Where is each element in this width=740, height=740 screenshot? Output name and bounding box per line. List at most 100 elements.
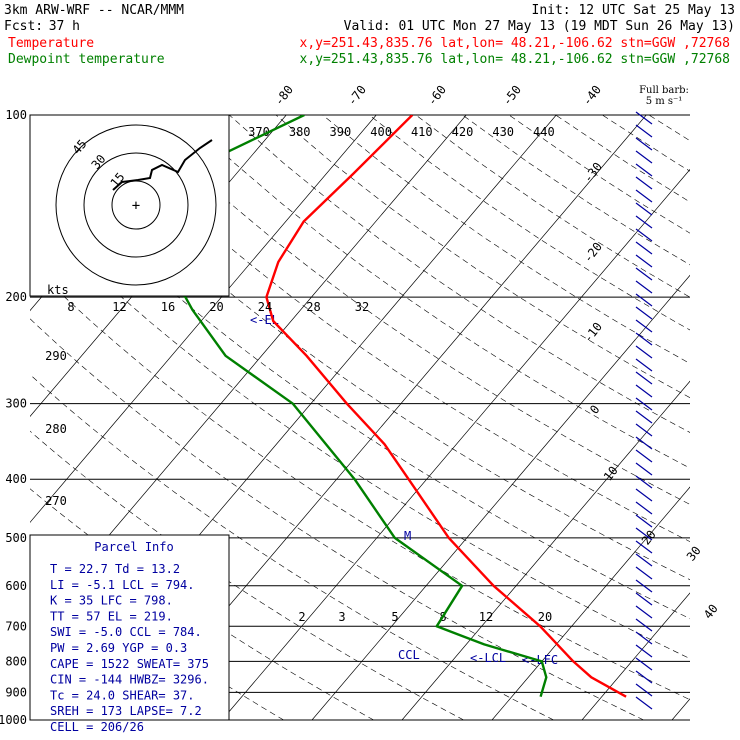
dry-adiabat-line: [602, 115, 690, 172]
wind-barb: [635, 475, 653, 489]
isotherm-line: [401, 380, 690, 720]
theta-label: 410: [411, 125, 433, 139]
hodograph-trace: [112, 139, 213, 191]
wind-barb: [635, 150, 653, 164]
isotherm-tick-label: -20: [581, 240, 605, 266]
wind-barb: [635, 241, 653, 255]
isotherm-tick-label: 30: [684, 544, 704, 564]
isotherm-tick-label: -60: [425, 83, 449, 109]
isotherm-line: [491, 486, 690, 720]
wind-barb: [635, 644, 653, 658]
parcel-info-row: CAPE = 1522 SWEAT= 375: [50, 657, 209, 671]
dry-adiabat-line: [229, 115, 690, 433]
full-barb-label: Full barb:: [639, 85, 689, 96]
wind-barb: [635, 280, 653, 294]
wind-barbs: [635, 111, 653, 710]
pressure-tick-label: 800: [5, 654, 27, 668]
theta-e-label: 290: [45, 349, 67, 363]
theta-e-label: 280: [45, 422, 67, 436]
wind-barb: [635, 137, 653, 151]
level-marker-m: M: [404, 529, 411, 543]
wind-barb: [635, 553, 653, 567]
hodograph-speed-label: 24: [258, 300, 272, 314]
wind-barb: [635, 228, 653, 242]
theta-label: 420: [452, 125, 474, 139]
isotherm-tick-label: 40: [701, 602, 721, 622]
wind-barb: [635, 657, 653, 671]
theta-label: 380: [289, 125, 311, 139]
hodograph-speed-label: 28: [306, 300, 320, 314]
hodograph-frame: [29, 114, 230, 297]
wind-barb: [635, 254, 653, 268]
wind-barb: [635, 397, 653, 411]
dry-adiabat-line: [30, 318, 644, 720]
pressure-axis-labels: 100 200 300 400 500 600 700 800 900 1000: [0, 108, 27, 727]
hodograph-ring: [83, 152, 189, 258]
dry-adiabat-line: [30, 374, 554, 720]
dry-adiabat-line: [135, 115, 690, 505]
theta-label: 430: [492, 125, 514, 139]
dry-adiabat-line: [322, 115, 690, 364]
pressure-tick-label: 400: [5, 472, 27, 486]
wind-barb: [635, 163, 653, 177]
parcel-info-row: TT = 57 EL = 219.: [50, 609, 173, 623]
valid-time: Valid: 01 UTC Mon 27 May 13 (19 MDT Sun …: [344, 19, 735, 34]
isotherm-line: [311, 274, 690, 720]
dry-adiabat-line: [42, 115, 690, 581]
level-marker-el: <-EL: [250, 313, 279, 327]
isotherm-tick-label: -80: [272, 83, 296, 109]
temperature-profile: [265, 115, 627, 698]
hodograph-speed-label: 20: [209, 300, 223, 314]
pressure-tick-label: 700: [5, 619, 27, 633]
dry-adiabat-line: [182, 115, 690, 469]
wind-barb: [635, 345, 653, 359]
wind-barb: [635, 605, 653, 619]
dewpoint-location: x,y=251.43,835.76 lat,lon= 48.21,-106.62…: [300, 52, 730, 67]
dry-adiabat-line: [555, 115, 690, 203]
wind-barb: [635, 293, 653, 307]
mixing-ratio-label: 2: [298, 610, 305, 624]
theta-label: 390: [330, 125, 352, 139]
parcel-info-box: [29, 534, 230, 721]
wind-barb: [635, 202, 653, 216]
hodograph-speed-label: 8: [67, 300, 74, 314]
wind-barb: [635, 579, 653, 593]
level-marker-ccl: CCL: [398, 648, 420, 662]
mixing-ratio-label: 3: [338, 610, 345, 624]
parcel-info-row: PW = 2.69 YGP = 0.3: [50, 641, 187, 655]
level-marker-lcl: <-LCL: [470, 651, 506, 665]
forecast-label: Fcst:: [4, 19, 43, 34]
theta-e-label: 270: [45, 494, 67, 508]
parcel-info-row: LI = -5.1 LCL = 794.: [50, 578, 195, 592]
isotherm-tick-label: 0: [587, 402, 602, 416]
isotherm-line: [221, 168, 690, 720]
isotherm-tick-label: -10: [581, 320, 605, 346]
wind-barb: [635, 462, 653, 476]
dry-adiabat-line: [696, 115, 740, 720]
pressure-tick-label: 300: [5, 397, 27, 411]
theta-label: 440: [533, 125, 555, 139]
wind-barb: [635, 410, 653, 424]
isotherm-tick-label: -30: [581, 160, 605, 186]
hodograph-speed-label: 12: [112, 300, 126, 314]
hodograph-origin: +: [132, 198, 140, 214]
wind-barb: [635, 592, 653, 606]
parcel-info-row: SWI = -5.0 CCL = 784.: [50, 625, 202, 639]
mixing-ratio-label: 20: [538, 610, 552, 624]
wind-barb: [635, 566, 653, 580]
hodograph-units: kts: [47, 283, 69, 297]
hodograph-ring: [55, 124, 217, 286]
parcel-info-row: CELL = 206/26: [50, 720, 144, 734]
parcel-info-panel: Parcel Info T = 22.7 Td = 13.2 LI = -5.1 L…: [29, 534, 230, 734]
dry-adiabat-line: [275, 115, 690, 399]
wind-barb: [635, 514, 653, 528]
parcel-info-title: Parcel Info: [94, 540, 173, 554]
dewpoint-legend: Dewpoint temperature: [8, 52, 165, 67]
pressure-tick-label: 900: [5, 685, 27, 699]
full-barb-units: 5 m s⁻¹: [646, 96, 683, 107]
wind-barb: [635, 319, 653, 333]
wind-barb: [635, 670, 653, 684]
wind-barb: [635, 436, 653, 450]
hodograph-speed-label: 16: [161, 300, 175, 314]
